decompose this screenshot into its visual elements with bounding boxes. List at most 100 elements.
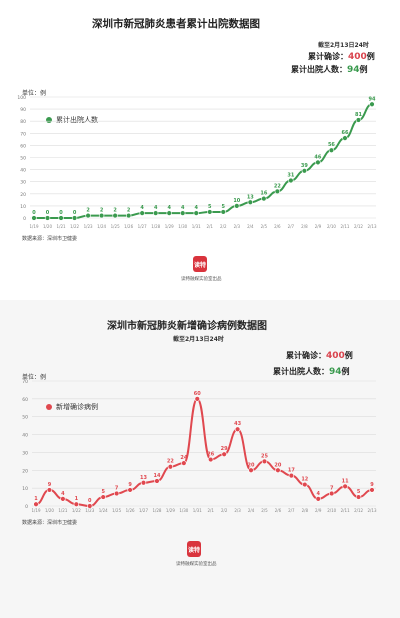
data-label: 22	[274, 183, 281, 189]
data-label: 9	[370, 482, 374, 488]
as-of-date: 截至2月13日24时	[318, 42, 369, 49]
data-point	[342, 135, 348, 141]
x-tick-label: 1/21	[58, 508, 67, 513]
data-point	[369, 101, 375, 107]
discharged-unit: 例	[359, 65, 368, 74]
unit-label: 单位：例	[22, 90, 47, 97]
x-tick-label: 2/9	[315, 224, 322, 229]
x-tick-label: 1/29	[166, 508, 175, 513]
data-label: 2	[100, 208, 104, 214]
data-label: 43	[234, 421, 241, 427]
y-tick-label: 60	[22, 397, 28, 403]
data-point	[154, 478, 160, 484]
x-tick-label: 2/2	[220, 224, 227, 229]
y-tick-label: 0	[23, 216, 26, 222]
x-tick-label: 2/2	[221, 508, 228, 513]
discharged-label: 累计出院人数：	[291, 65, 347, 74]
data-label: 16	[260, 191, 267, 197]
confirmed-total: 累计确诊：400例	[286, 350, 353, 361]
x-tick-label: 1/22	[70, 224, 79, 229]
data-point	[127, 487, 133, 493]
data-point	[71, 215, 78, 221]
data-source: 数据来源：深圳市卫健委	[22, 520, 78, 526]
legend-marker	[46, 117, 52, 123]
data-point	[302, 481, 308, 488]
chart-legend: 累计出院人数	[46, 115, 98, 125]
x-tick-label: 2/5	[261, 224, 268, 229]
x-tick-label: 2/6	[274, 224, 281, 229]
x-tick-label: 1/31	[192, 224, 201, 229]
data-point	[342, 483, 348, 490]
data-label: 39	[301, 163, 308, 169]
data-point	[288, 177, 294, 184]
data-label: 46	[314, 154, 321, 160]
x-tick-label: 1/26	[126, 508, 135, 513]
data-label: 5	[222, 204, 226, 210]
x-tick-label: 2/4	[248, 508, 255, 513]
data-point	[73, 501, 80, 507]
data-label: 20	[274, 462, 281, 468]
unit-label: 单位：例	[22, 374, 47, 381]
data-label: 10	[233, 198, 240, 204]
x-tick-label: 1/25	[112, 508, 121, 513]
data-label: 9	[48, 482, 52, 488]
y-tick-label: 10	[20, 204, 26, 210]
data-label: 26	[207, 452, 214, 458]
confirmed-unit: 例	[366, 52, 375, 61]
x-tick-label: 1/27	[138, 224, 147, 229]
data-label: 56	[328, 142, 335, 148]
data-point	[125, 212, 132, 219]
y-tick-label: 70	[22, 379, 28, 385]
y-tick-label: 30	[20, 180, 26, 186]
data-label: 4	[140, 205, 144, 211]
x-tick-label: 1/20	[45, 508, 54, 513]
data-point	[98, 212, 105, 219]
data-label: 11	[342, 478, 349, 484]
data-point	[181, 460, 187, 466]
data-point	[248, 467, 254, 473]
y-tick-label: 40	[20, 168, 26, 174]
data-point	[275, 467, 281, 473]
data-label: 7	[115, 486, 119, 492]
y-tick-label: 40	[22, 433, 28, 439]
x-tick-label: 1/20	[43, 224, 52, 229]
x-tick-label: 2/11	[340, 224, 349, 229]
data-label: 24	[180, 455, 187, 461]
data-point	[274, 188, 281, 195]
x-tick-label: 2/6	[275, 508, 282, 513]
data-label: 12	[301, 477, 308, 483]
data-point	[167, 464, 174, 470]
x-tick-label: 1/23	[84, 224, 93, 229]
discharged-value: 94	[347, 65, 360, 75]
data-label: 0	[32, 210, 36, 216]
data-point	[355, 494, 362, 500]
data-label: 1	[34, 496, 38, 502]
x-tick-label: 1/28	[152, 508, 161, 513]
data-source: 数据来源：深圳市卫健委	[22, 236, 78, 242]
data-label: 31	[287, 172, 294, 178]
discharged-total: 累计出院人数：94例	[273, 366, 350, 377]
x-tick-label: 2/13	[368, 508, 377, 513]
discharged-unit: 例	[341, 367, 350, 376]
x-tick-label: 2/8	[302, 508, 309, 513]
x-tick-label: 2/1	[207, 224, 214, 229]
x-tick-label: 2/9	[315, 508, 322, 513]
x-tick-label: 1/27	[139, 508, 148, 513]
discharged-total: 累计出院人数：94例	[291, 64, 368, 75]
data-point	[31, 215, 37, 221]
y-tick-label: 60	[20, 143, 26, 149]
y-tick-label: 100	[17, 95, 26, 101]
discharged-label: 累计出院人数：	[273, 367, 329, 376]
confirmed-value: 400	[348, 52, 367, 62]
data-point	[261, 458, 268, 465]
data-label: 5	[101, 489, 105, 495]
x-tick-label: 2/4	[247, 224, 254, 229]
data-label: 4	[181, 205, 185, 211]
data-point	[261, 195, 267, 202]
data-label: 0	[46, 210, 50, 216]
x-tick-label: 2/12	[354, 508, 363, 513]
y-tick-label: 10	[22, 486, 28, 492]
x-tick-label: 2/10	[327, 224, 336, 229]
data-label: 2	[86, 208, 90, 214]
